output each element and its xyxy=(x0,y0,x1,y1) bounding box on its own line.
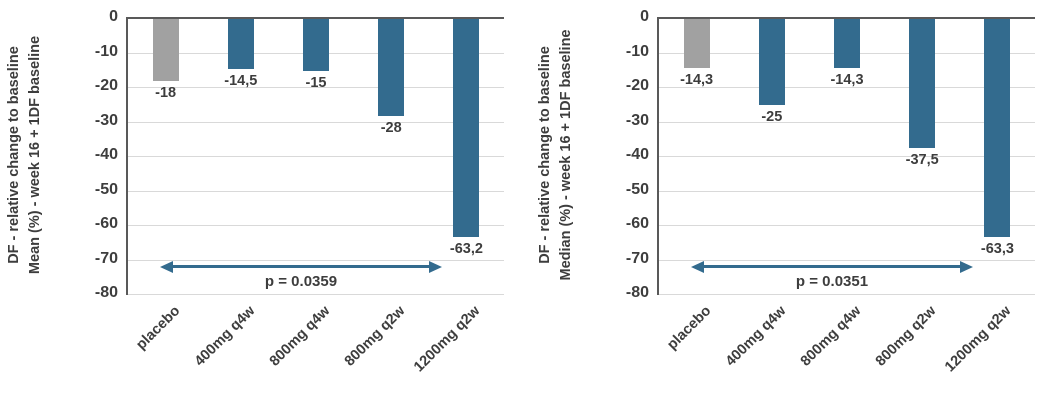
bar-value-label: -37,5 xyxy=(905,152,939,169)
bar-value-label: -14,3 xyxy=(830,72,864,89)
bar-placebo xyxy=(683,19,710,69)
chart-mean: DF - relative change to baseline Mean (%… xyxy=(0,0,531,418)
y-tick-label: -60 xyxy=(625,215,649,232)
y-axis-title-line1: DF - relative change to baseline xyxy=(6,46,22,264)
p-value-label: p = 0.0351 xyxy=(795,273,869,290)
bar-400mg-q4w xyxy=(227,19,254,70)
gridline xyxy=(128,259,504,261)
y-tick-label: -20 xyxy=(94,77,118,94)
y-tick-label: 0 xyxy=(640,8,649,25)
bar-value-label: -14,5 xyxy=(224,73,258,90)
y-axis-title-line2: Median (%) - week 16 + 1DF baseline xyxy=(558,29,574,281)
bar-value-label: -18 xyxy=(155,85,177,102)
y-tick-label: -50 xyxy=(625,180,649,198)
y-tick-label: -80 xyxy=(625,284,649,301)
y-axis-title: DF - relative change to baseline Median … xyxy=(531,17,581,293)
gridline xyxy=(128,225,504,226)
gridline xyxy=(659,190,1035,192)
y-axis-title-line1: DF - relative change to baseline xyxy=(537,46,553,264)
gridline xyxy=(659,225,1035,226)
y-tick-label: -30 xyxy=(625,111,649,129)
y-tick-label: -70 xyxy=(94,249,118,267)
y-tick-label: -10 xyxy=(94,42,118,60)
gridline xyxy=(659,294,1035,295)
bar-800mg-q2w xyxy=(909,19,936,149)
gridline xyxy=(128,294,504,295)
chart-median: DF - relative change to baseline Median … xyxy=(531,0,1062,418)
plot-area: p = 0.0351 -14,3 -25 -14,3 -37,5 -63,3 xyxy=(657,17,1035,295)
y-tick-label: -50 xyxy=(94,180,118,198)
bar-800mg-q2w xyxy=(378,19,405,116)
significance-arrow xyxy=(160,260,442,273)
y-tick-label: 0 xyxy=(109,8,118,25)
y-tick-label: -60 xyxy=(94,215,118,232)
plot-area: p = 0.0359 -18 -14,5 -15 -28 -63,2 xyxy=(126,17,504,295)
y-axis-tick-labels: 0 -10 -20 -30 -40 -50 -60 -70 -80 xyxy=(583,8,649,301)
y-tick-label: -70 xyxy=(625,249,649,267)
y-axis-tick-labels: 0 -10 -20 -30 -40 -50 -60 -70 -80 xyxy=(52,8,118,301)
bar-value-label: -28 xyxy=(380,119,402,136)
y-tick-label: -80 xyxy=(94,284,118,301)
bar-placebo xyxy=(152,19,179,82)
y-axis-title-line2: Mean (%) - week 16 + 1DF baseline xyxy=(27,35,43,275)
bar-800mg-q4w xyxy=(834,19,860,69)
y-axis-title: DF - relative change to baseline Mean (%… xyxy=(0,17,50,293)
bar-1200mg-q2w xyxy=(453,19,480,238)
gridline xyxy=(128,156,504,157)
gridline xyxy=(128,121,504,123)
x-axis-labels: placebo 400mg q4w 800mg q4w 800mg q2w 1200mg… xyxy=(128,297,504,417)
bar-400mg-q4w xyxy=(758,19,785,106)
gridline xyxy=(659,259,1035,261)
bar-value-label: -14,3 xyxy=(680,72,714,89)
gridline xyxy=(659,87,1035,88)
y-tick-label: -40 xyxy=(625,146,649,163)
bar-value-label: -15 xyxy=(305,74,327,91)
gridline xyxy=(659,121,1035,123)
gridline xyxy=(128,190,504,192)
bar-1200mg-q2w xyxy=(984,19,1011,238)
y-tick-label: -30 xyxy=(94,111,118,129)
p-value-label: p = 0.0359 xyxy=(264,273,338,290)
bar-value-label: -63,3 xyxy=(980,241,1014,258)
gridline xyxy=(128,87,504,88)
bar-800mg-q4w xyxy=(303,19,329,71)
significance-arrow xyxy=(691,260,973,273)
bar-value-label: -25 xyxy=(761,109,783,126)
bar-value-label: -63,2 xyxy=(449,241,483,258)
gridline xyxy=(659,156,1035,157)
y-tick-label: -20 xyxy=(625,77,649,94)
x-axis-labels: placebo 400mg q4w 800mg q4w 800mg q2w 1200mg… xyxy=(659,297,1035,417)
y-tick-label: -40 xyxy=(94,146,118,163)
y-tick-label: -10 xyxy=(625,42,649,60)
